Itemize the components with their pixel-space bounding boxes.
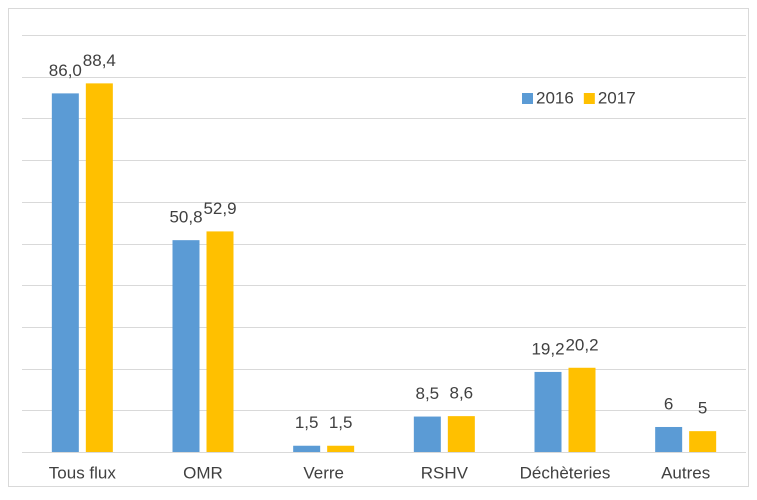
x-tick-label: Déchèteries (520, 463, 611, 482)
bar (413, 416, 441, 452)
bar (85, 83, 113, 452)
legend: 2016 2017 (522, 88, 636, 107)
data-label: 20,2 (565, 335, 598, 354)
data-label: 19,2 (531, 339, 564, 358)
legend-label: 2017 (598, 88, 636, 107)
legend-label: 2016 (536, 88, 574, 107)
data-label: 8,5 (416, 384, 440, 403)
bar (534, 371, 562, 452)
bar (689, 431, 717, 452)
x-tick-label: Tous flux (49, 463, 117, 482)
data-label: 1,5 (295, 413, 319, 432)
bar (447, 416, 475, 452)
bar (327, 445, 355, 452)
data-label: 86,0 (49, 61, 82, 80)
bar (51, 93, 79, 452)
bar (655, 426, 683, 452)
x-tick-label: Verre (303, 463, 344, 482)
data-label: 1,5 (329, 413, 353, 432)
bar (172, 240, 200, 452)
x-tick-label: RSHV (421, 463, 469, 482)
x-tick-label: Autres (661, 463, 710, 482)
data-label: 6 (664, 394, 673, 413)
legend-swatch (583, 93, 595, 104)
legend-swatch (522, 93, 533, 104)
bar (293, 445, 321, 452)
bar (206, 231, 234, 452)
x-tick-label: OMR (183, 463, 223, 482)
chart-frame (8, 8, 749, 487)
data-label: 50,8 (169, 208, 202, 227)
data-label: 52,9 (203, 199, 236, 218)
data-label: 8,6 (450, 384, 474, 403)
data-label: 88,4 (83, 51, 116, 70)
bar (568, 367, 596, 452)
data-label: 5 (698, 399, 707, 418)
